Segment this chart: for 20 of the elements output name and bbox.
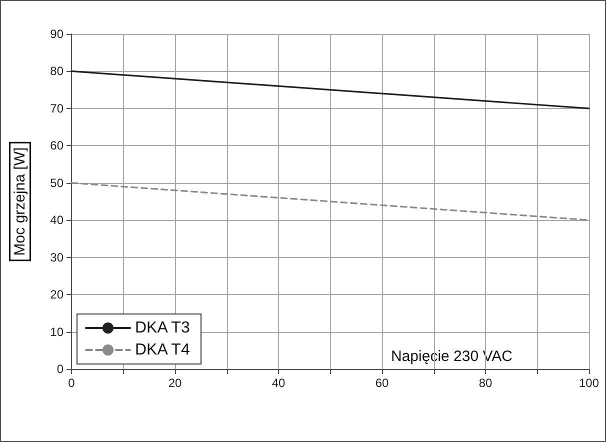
y-tick-label: 80	[50, 64, 64, 78]
x-tick-label: 80	[478, 376, 492, 390]
y-tick-label: 10	[50, 324, 64, 339]
x-tick-label: 0	[68, 376, 76, 390]
y-axis-title: Moc grzejna [W]	[12, 147, 28, 256]
y-tick-label: 20	[50, 288, 64, 302]
y-tick-label: 90	[50, 27, 64, 41]
x-tick-label: 20	[168, 376, 182, 390]
y-tick-label: 30	[50, 250, 64, 264]
y-tick-label: 0	[56, 362, 64, 376]
annotation: Napięcie 230 VAC	[391, 348, 513, 365]
y-tick-label: 70	[50, 101, 64, 116]
x-tick-label: 40	[272, 376, 286, 390]
legend-label: DKA T3	[135, 320, 190, 336]
y-tick-label: 40	[50, 213, 64, 228]
y-tick-label: 60	[50, 138, 64, 153]
y-tick-label: 50	[50, 176, 64, 190]
x-tick-label: 60	[375, 376, 389, 390]
legend-label: DKA T4	[135, 342, 190, 358]
x-tick-label: 100	[578, 376, 600, 390]
